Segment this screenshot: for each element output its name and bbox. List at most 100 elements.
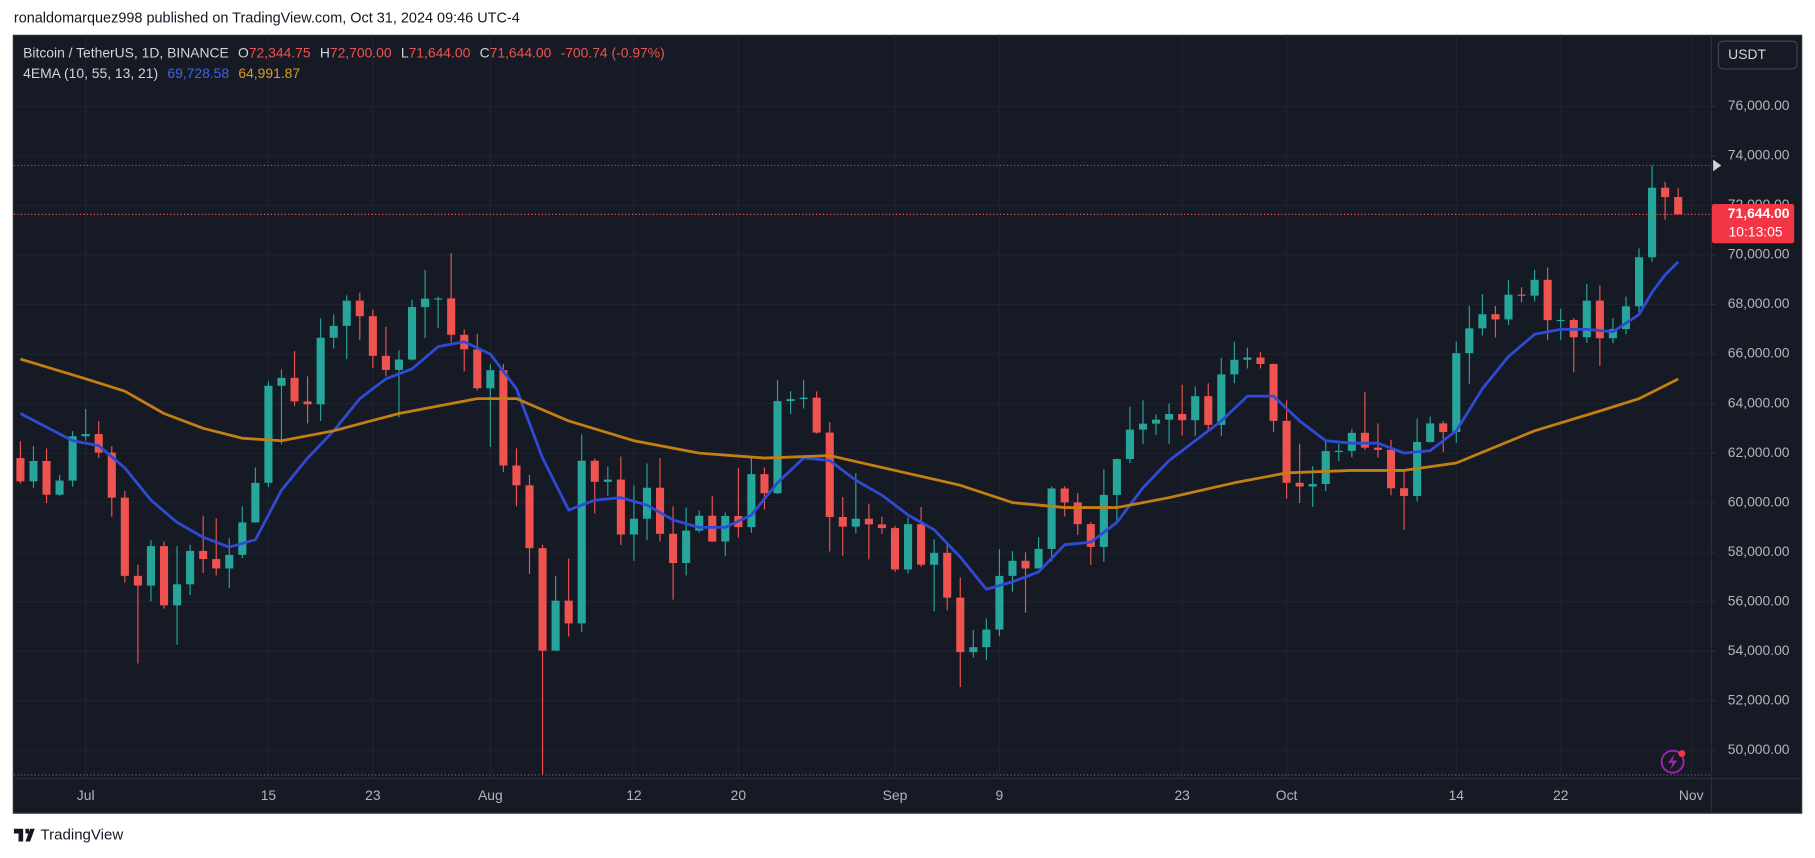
candle (1178, 384, 1187, 436)
candle-body (1034, 548, 1043, 569)
candle-body (199, 550, 208, 560)
candle (355, 292, 364, 340)
alert-circle[interactable] (1660, 749, 1685, 774)
candle (1465, 305, 1474, 384)
candle-body (42, 461, 51, 495)
candle (760, 467, 769, 510)
last-price-tag (1711, 203, 1795, 244)
candle (290, 351, 299, 407)
y-tick-label: 50,000.00 (1728, 741, 1790, 757)
candle-body (747, 474, 756, 528)
brand-name[interactable]: TradingView (41, 827, 124, 844)
candle-body (264, 385, 273, 483)
legend: Bitcoin / TetherUS, 1D, BINANCE O72,344.7… (23, 44, 665, 81)
candle-body (1099, 494, 1108, 547)
candle-body (421, 298, 430, 308)
candle-body (825, 432, 834, 517)
candle (930, 539, 939, 612)
candle (682, 507, 691, 576)
alert-bolt[interactable] (1667, 753, 1678, 770)
y-tick-label: 74,000.00 (1728, 147, 1790, 163)
y-tick-label: 64,000.00 (1728, 394, 1790, 410)
candle-body (864, 518, 873, 525)
brand-logo[interactable] (13, 828, 35, 842)
x-tick-label: Aug (478, 787, 503, 803)
candle-body (81, 434, 90, 437)
candle-body (1465, 328, 1474, 354)
candle-body (1504, 294, 1513, 320)
candle (669, 506, 678, 600)
candle-body (159, 546, 169, 606)
candle (329, 314, 338, 349)
currency-label[interactable]: USDT (1728, 46, 1766, 62)
candle (1138, 400, 1148, 445)
candle (551, 575, 560, 651)
candle (1648, 165, 1657, 262)
candle-body (1517, 294, 1526, 296)
candle (1360, 391, 1369, 450)
candle-body (1334, 450, 1343, 453)
ohlc-value: 72,700.00 (330, 44, 392, 60)
candle-body (499, 370, 508, 466)
ema-line (20, 357, 1679, 509)
candle-body (120, 497, 129, 576)
symbol-name: Bitcoin / TetherUS, 1D, BINANCE (23, 44, 229, 60)
candle-body (146, 546, 155, 586)
y-tick-label: 70,000.00 (1728, 246, 1790, 262)
candle-body (1491, 314, 1500, 320)
candle-body (1308, 484, 1317, 487)
candle (786, 391, 795, 414)
candle-body (1008, 560, 1017, 576)
candle (1060, 486, 1069, 517)
y-tick-label: 54,000.00 (1728, 642, 1790, 658)
candle-body (512, 465, 521, 486)
ohlc-value: 71,644.00 (409, 44, 471, 60)
candle (486, 364, 495, 447)
alert-dot[interactable] (1678, 750, 1686, 758)
candle-body (1400, 488, 1409, 496)
candle (917, 507, 926, 567)
candle (1452, 341, 1461, 443)
candle-body (799, 397, 808, 400)
range-high-marker (1713, 159, 1722, 172)
brand[interactable]: TradingView (13, 827, 124, 844)
candle (1595, 285, 1604, 366)
candle (564, 558, 573, 637)
candle-body (1426, 423, 1435, 442)
candle-body (16, 458, 25, 482)
y-tick-label: 58,000.00 (1728, 543, 1790, 559)
y-tick-label: 60,000.00 (1728, 493, 1790, 509)
candle-body (1217, 374, 1226, 425)
candle (1400, 469, 1409, 530)
currency-button-frame[interactable] (1717, 40, 1798, 70)
x-tick-label: 23 (365, 787, 381, 803)
candle-body (107, 452, 116, 498)
candle (773, 380, 782, 494)
candle (434, 296, 443, 328)
candle-body (407, 307, 417, 360)
candle-body (68, 436, 77, 481)
candle-body (1138, 423, 1148, 430)
candle-body (1073, 502, 1082, 525)
candle (303, 376, 312, 424)
candle (407, 299, 417, 361)
x-tick-label: 15 (261, 787, 277, 803)
candle (1674, 188, 1683, 215)
currency-button[interactable]: USDT (1717, 40, 1798, 70)
candle (825, 422, 834, 552)
candle-body (1165, 413, 1174, 420)
ohlc-key: H (320, 44, 330, 60)
candle (1543, 267, 1552, 341)
candle (1008, 551, 1017, 592)
alert-icon[interactable] (1660, 749, 1686, 774)
candle-body (94, 434, 103, 453)
candle (1034, 537, 1043, 569)
candle-body (982, 629, 991, 648)
candle (381, 326, 390, 377)
candle (1426, 416, 1435, 443)
candle (1165, 403, 1174, 444)
candle-body (851, 518, 860, 527)
candle (851, 473, 860, 534)
candle (1504, 280, 1513, 326)
candle (1491, 306, 1500, 338)
